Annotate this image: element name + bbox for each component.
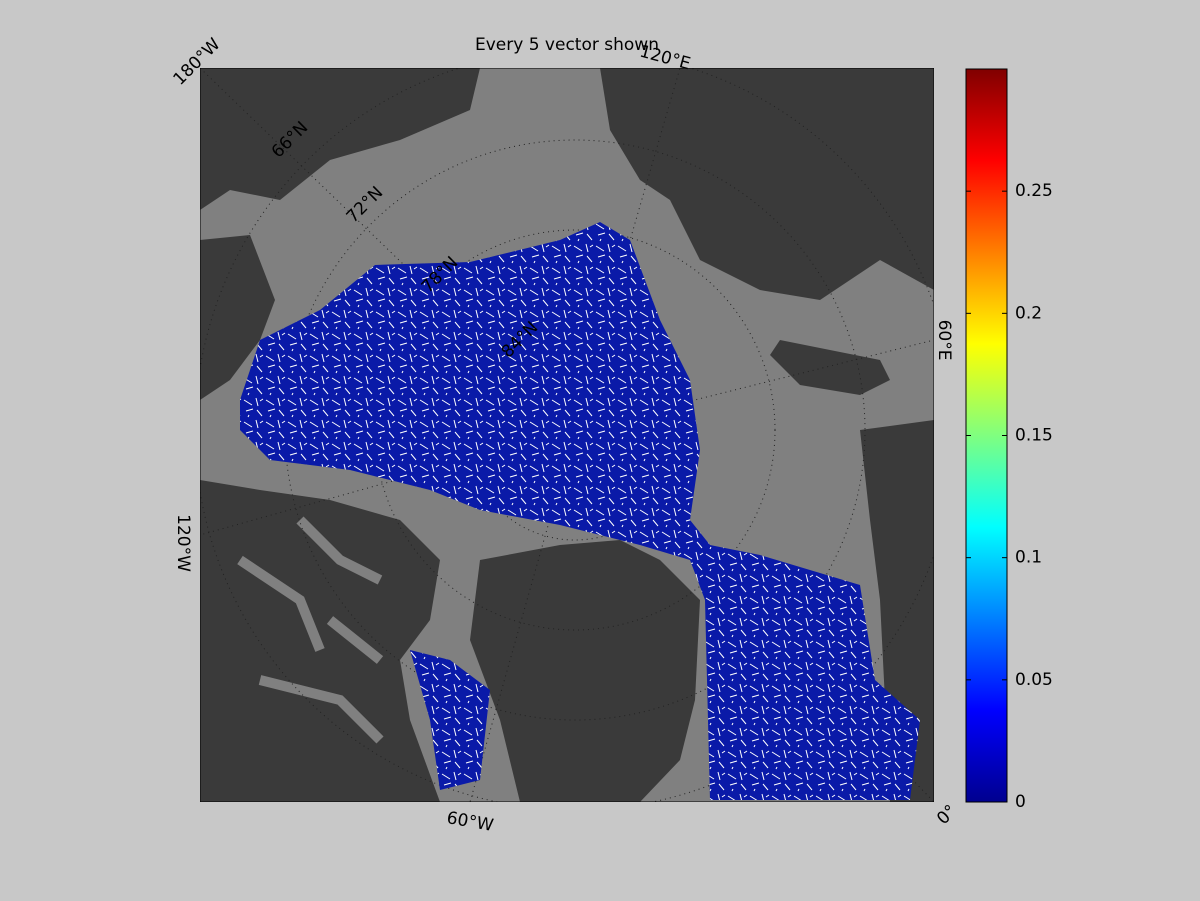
land <box>770 340 890 395</box>
channel <box>237 516 384 744</box>
map <box>200 68 934 802</box>
land <box>200 68 480 210</box>
colorbar-tick-label: 0.25 <box>1015 181 1053 201</box>
land <box>470 540 700 802</box>
land <box>200 235 275 400</box>
colorbar-tick-label: 0 <box>1015 792 1026 812</box>
colorbar-tick-label: 0.2 <box>1015 303 1042 323</box>
colorbar <box>965 68 1008 803</box>
lon-label: 120°W <box>173 514 193 572</box>
lon-label: 60°E <box>934 320 954 361</box>
lon-label: 60°W <box>445 808 495 836</box>
lon-label: 0° <box>933 801 961 829</box>
title: Every 5 vector shown <box>475 35 659 55</box>
velocity-field <box>240 222 920 800</box>
land <box>600 68 934 300</box>
colorbar-tick-label: 0.05 <box>1015 670 1053 690</box>
colorbar-tick-label: 0.15 <box>1015 426 1053 446</box>
colorbar-tick-label: 0.1 <box>1015 548 1042 568</box>
land <box>860 420 934 802</box>
velocity-field <box>410 650 490 790</box>
